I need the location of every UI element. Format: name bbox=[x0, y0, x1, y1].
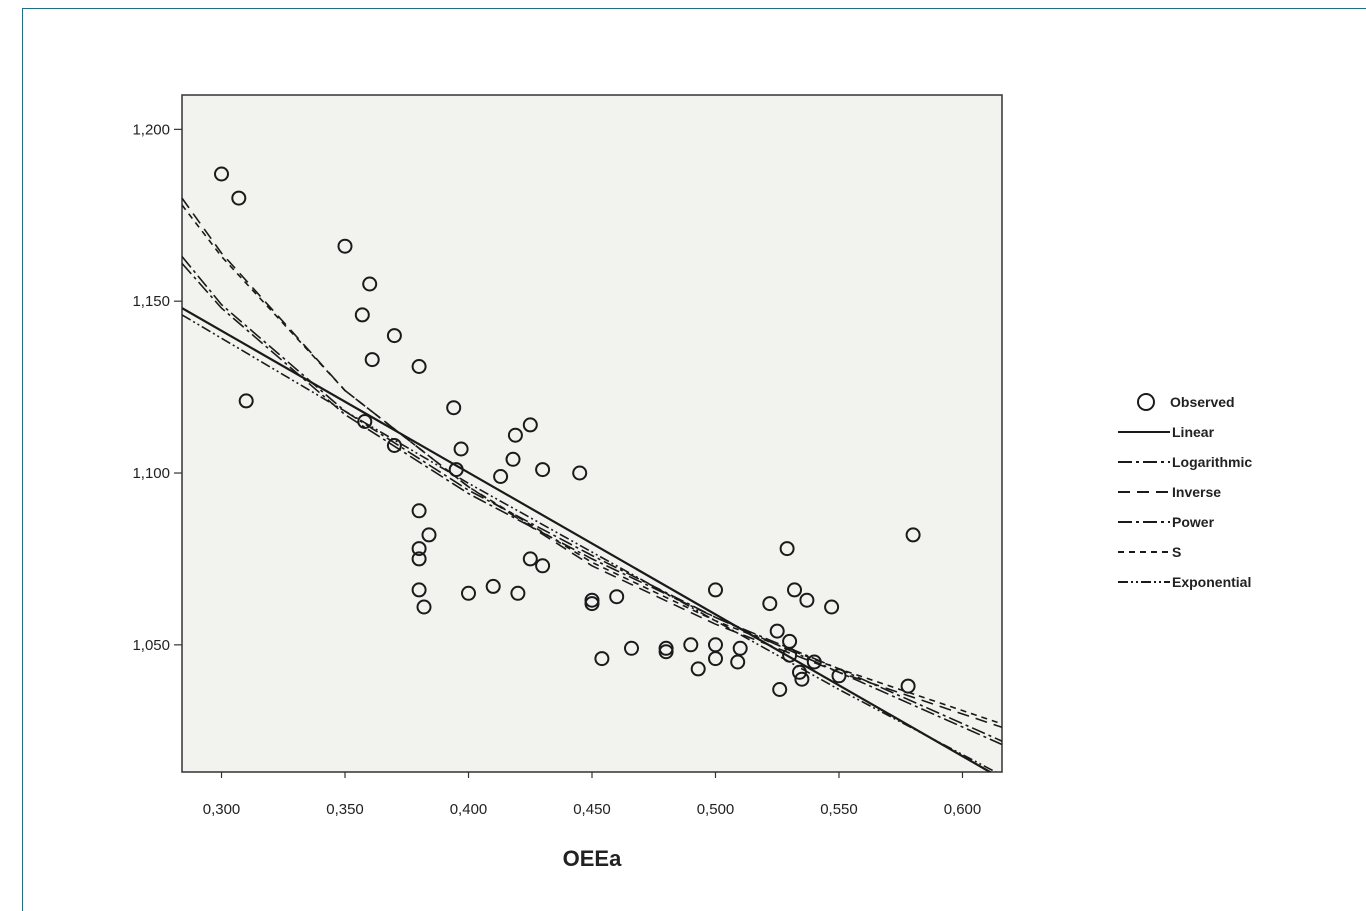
fit-line-logarithmic bbox=[182, 255, 1002, 746]
observed-point bbox=[535, 558, 551, 574]
observed-point bbox=[364, 352, 380, 368]
observed-point bbox=[824, 599, 840, 615]
observed-point bbox=[779, 541, 795, 557]
observed-point bbox=[782, 647, 798, 663]
observed-point bbox=[411, 359, 427, 374]
fit-line-inverse bbox=[182, 197, 1002, 729]
observed-point bbox=[794, 671, 810, 687]
observed-point bbox=[411, 541, 427, 557]
observed-point bbox=[732, 640, 748, 656]
observed-point bbox=[357, 414, 373, 429]
observed-point bbox=[446, 400, 462, 416]
legend-label-inverse: Inverse bbox=[1172, 484, 1221, 500]
observed-point bbox=[461, 585, 476, 601]
observed-point bbox=[411, 551, 427, 567]
observed-point bbox=[624, 640, 639, 656]
observed-point bbox=[386, 438, 402, 453]
legend-label-power: Power bbox=[1172, 514, 1215, 530]
observed-point bbox=[214, 166, 229, 182]
x-axis-title: OEEa bbox=[563, 846, 622, 871]
observed-point bbox=[572, 465, 588, 481]
x-tick-label: 0,550 bbox=[820, 801, 858, 818]
observed-point bbox=[535, 462, 551, 478]
observed-point bbox=[609, 589, 625, 605]
observed-point bbox=[792, 664, 807, 680]
observed-point bbox=[510, 585, 526, 601]
observed-point bbox=[730, 654, 746, 670]
observed-point bbox=[708, 582, 723, 598]
fit-line-s bbox=[182, 204, 1002, 725]
observed-point bbox=[238, 393, 254, 409]
observed-point bbox=[416, 599, 432, 615]
observed-point bbox=[806, 654, 822, 670]
y-tick-label: 1,200 bbox=[132, 121, 170, 138]
x-axis: 0,300 0,350 0,400 0,450 0,500 0,550 0,600 bbox=[203, 772, 982, 818]
plot-area-background bbox=[181, 94, 1003, 773]
observed-point bbox=[762, 596, 778, 612]
observed-point bbox=[522, 551, 538, 567]
observed-point bbox=[453, 441, 469, 457]
observed-point bbox=[421, 527, 437, 543]
observed-point bbox=[411, 582, 427, 598]
y-tick-label: 1,100 bbox=[132, 465, 170, 482]
x-tick-label: 0,400 bbox=[450, 801, 488, 818]
observed-point bbox=[386, 328, 402, 344]
observed-point bbox=[900, 678, 916, 694]
legend-label-linear: Linear bbox=[1172, 424, 1215, 440]
observed-point bbox=[448, 462, 464, 478]
fit-line-linear bbox=[182, 307, 993, 772]
y-axis: 1,200 1,150 1,100 1,050 bbox=[132, 121, 182, 654]
observed-point bbox=[683, 637, 699, 653]
observed-point bbox=[658, 640, 674, 656]
observed-point bbox=[831, 668, 847, 684]
legend-label-logarithmic: Logarithmic bbox=[1172, 454, 1252, 470]
observed-point bbox=[505, 451, 521, 467]
x-tick-label: 0,450 bbox=[573, 801, 611, 818]
observed-point bbox=[769, 623, 785, 639]
observed-point bbox=[493, 469, 509, 484]
observed-point bbox=[362, 276, 378, 292]
observed-point bbox=[522, 417, 538, 433]
observed-point bbox=[337, 238, 353, 254]
x-tick-label: 0,600 bbox=[944, 801, 982, 818]
legend-label-observed: Observed bbox=[1170, 394, 1235, 410]
observed-point bbox=[411, 503, 427, 519]
x-tick-label: 0,300 bbox=[203, 801, 241, 818]
observed-point bbox=[584, 592, 600, 608]
x-tick-label: 0,500 bbox=[697, 801, 735, 818]
observed-point bbox=[799, 592, 815, 608]
observed-point bbox=[787, 582, 802, 598]
x-tick-label: 0,350 bbox=[326, 801, 364, 818]
observed-point bbox=[507, 427, 523, 443]
observed-point bbox=[354, 307, 370, 323]
observed-point bbox=[708, 651, 723, 667]
observed-point bbox=[594, 651, 610, 667]
legend-label-s: S bbox=[1172, 544, 1181, 560]
y-tick-label: 1,150 bbox=[132, 293, 170, 310]
y-tick-label: 1,050 bbox=[132, 637, 170, 654]
observed-point bbox=[231, 190, 247, 206]
plot-content bbox=[182, 166, 1002, 772]
observed-point bbox=[690, 661, 706, 677]
legend-marker-observed bbox=[1137, 393, 1155, 411]
observed-point bbox=[772, 682, 788, 697]
fit-line-exponential bbox=[182, 314, 998, 772]
legend: Observed Linear Logarithmic Inverse Power S Ex… bbox=[1118, 393, 1252, 590]
observed-point bbox=[485, 578, 501, 594]
legend-label-exponential: Exponential bbox=[1172, 574, 1251, 590]
observed-point bbox=[905, 527, 921, 543]
